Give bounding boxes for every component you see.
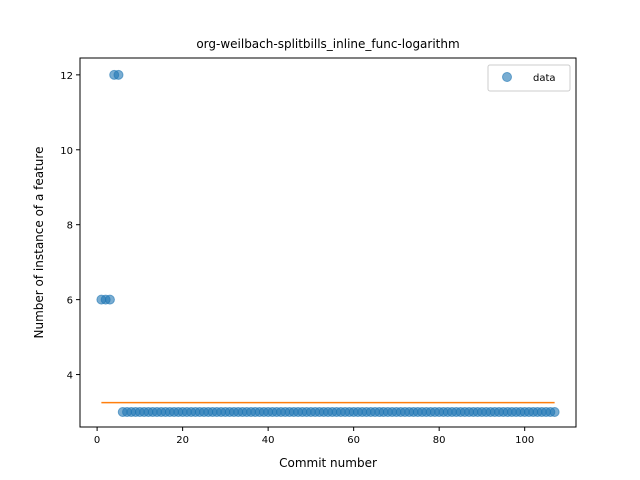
x-tick-label: 80 [433,435,446,446]
data-point [104,294,115,305]
y-tick-label: 6 [67,296,73,307]
plot-frame [79,57,577,428]
x-tick-label: 40 [262,435,275,446]
x-tick-label: 20 [176,435,189,446]
y-axis-label: Number of instance of a feature [32,147,46,339]
x-tick-label: 100 [515,435,534,446]
legend-label: data [533,73,556,84]
legend-marker [502,72,512,82]
legend-box [487,64,571,92]
x-axis-label: Commit number [279,456,377,470]
data-point [549,407,560,418]
legend: data [487,64,571,92]
data-point [113,69,124,80]
y-tick-label: 12 [60,71,73,82]
plot-area: 0 20 40 60 80 100 4 6 8 10 12 [60,69,560,446]
x-tick-label: 0 [94,435,100,446]
y-tick-label: 4 [67,371,73,382]
chart-title: org-weilbach-splitbills_inline_func-loga… [196,37,459,51]
y-tick-label: 8 [67,221,73,232]
y-tick-label: 10 [60,146,73,157]
x-tick-label: 60 [347,435,360,446]
